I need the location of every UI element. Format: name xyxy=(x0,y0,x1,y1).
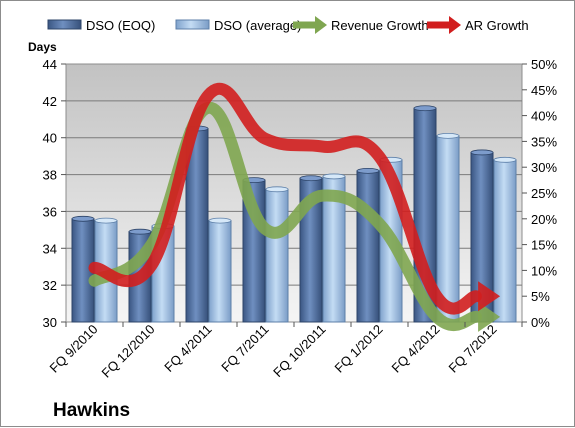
x-tick-label: FQ 4/2012 xyxy=(389,322,443,376)
line-ar-growth xyxy=(88,82,482,315)
y-right-tick-label: 30% xyxy=(531,160,557,175)
y-left-tick-label: 42 xyxy=(43,94,57,109)
bar-top xyxy=(265,186,289,193)
y-left-tick-label: 34 xyxy=(43,241,57,256)
legend-arrow-revenue-growth xyxy=(315,16,327,34)
y-right-tick-label: 0% xyxy=(531,315,550,330)
y-left-tick-label: 36 xyxy=(43,204,57,219)
x-tick-label: FQ 7/2011 xyxy=(218,322,271,375)
bar-top xyxy=(208,217,232,224)
legend-swatch-dso-average- xyxy=(175,19,210,30)
arrowhead-ar-growth xyxy=(478,281,501,312)
y-right-tick-label: 20% xyxy=(531,212,557,227)
company-label: Hawkins xyxy=(53,400,130,421)
y-right-tick-label: 10% xyxy=(531,263,557,278)
bar-top xyxy=(436,132,460,139)
x-tick-label: FQ 4/2011 xyxy=(161,322,214,375)
y-left-tick-label: 40 xyxy=(43,131,57,146)
y-right-tick-label: 35% xyxy=(531,134,557,149)
bar-top xyxy=(299,175,323,182)
bar-top xyxy=(322,173,346,180)
y-right-tick-label: 25% xyxy=(531,186,557,201)
legend-label-dso-average-: DSO (average) xyxy=(214,18,301,33)
legend-label-dso-eoq-: DSO (EOQ) xyxy=(86,18,155,33)
y-left-tick-label: 44 xyxy=(43,57,57,72)
bar-top xyxy=(413,105,437,112)
legend-swatch-dso-eoq- xyxy=(47,19,82,30)
bar-top xyxy=(71,215,95,222)
x-tick-label: FQ 1/2012 xyxy=(332,322,386,376)
y-right-tick-label: 45% xyxy=(531,83,557,98)
y-left-tick-label: 30 xyxy=(43,315,57,330)
arrowhead-revenue-growth xyxy=(478,301,501,332)
x-tick-label: FQ 12/2010 xyxy=(98,322,157,381)
legend-arrow-ar-growth xyxy=(449,16,461,34)
bar-top xyxy=(128,228,152,235)
bar-top xyxy=(94,217,118,224)
bar-dso-average xyxy=(265,188,289,323)
bar-dso-average xyxy=(208,220,232,323)
y-axis-title: Days xyxy=(28,40,57,54)
y-right-tick-label: 40% xyxy=(531,109,557,124)
bar-top xyxy=(470,149,494,156)
bar-top xyxy=(493,156,517,163)
bar-top xyxy=(356,167,380,174)
legend-label-revenue-growth: Revenue Growth xyxy=(331,18,429,33)
legend-label-ar-growth: AR Growth xyxy=(465,18,529,33)
y-right-tick-label: 5% xyxy=(531,289,550,304)
y-left-tick-label: 38 xyxy=(43,168,57,183)
bar-dso-eoq xyxy=(356,170,380,323)
y-right-tick-label: 15% xyxy=(531,238,557,253)
x-tick-label: FQ 10/2011 xyxy=(270,322,328,380)
legend: DSO (EOQ) DSO (average) Revenue Growth AR G… xyxy=(47,16,529,34)
growth-lines xyxy=(88,82,501,332)
y-left-tick-label: 32 xyxy=(43,278,57,293)
y-right-tick-label: 50% xyxy=(531,57,557,72)
